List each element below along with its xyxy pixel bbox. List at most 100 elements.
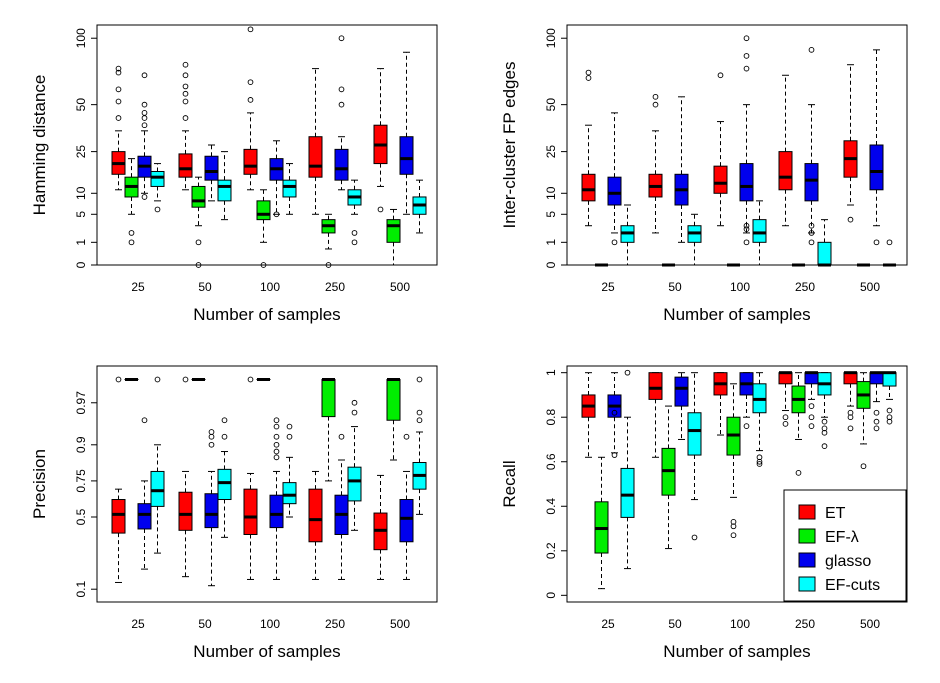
box-body [778,372,793,385]
box-body [243,148,258,175]
y-tick-label: 10 [74,186,88,200]
legend-item-ET: ET [798,504,846,522]
outlier-point [611,239,618,246]
box-body [282,482,297,505]
outlier-point [351,409,358,416]
outlier-point [743,423,750,429]
box-EF-lambda-50 [661,405,676,550]
outlier-point [247,79,254,86]
panel-recall: 0 0.2 0.4 0.6 0.8 1 Recall 25 50 100 250 500 Number … [500,365,908,661]
outlier-point [611,409,618,416]
box-body [817,241,832,266]
outlier-point [743,226,750,232]
x-tick-label: 100 [260,617,280,631]
outlier-point [115,115,122,121]
outlier-point [821,418,828,425]
outlier-point [847,216,854,223]
box-EF-lambda-500 [386,377,401,461]
box-body [204,493,219,529]
box-ET-25 [581,69,596,227]
legend-swatch [798,528,816,544]
box-body [620,467,635,518]
y-tick-label: 0.4 [544,498,558,515]
outlier-point [730,518,737,525]
outlier-point [128,239,135,246]
box-body [713,165,728,194]
box-glasso-50 [674,96,689,243]
box-body [256,200,271,221]
box-ET-25 [111,65,126,191]
y-axis-title: Recall [500,460,519,507]
outlier-point [221,417,228,424]
outlier-point [847,409,854,416]
outlier-point [182,83,189,90]
y-tick-label: 0.6 [544,453,558,470]
x-axis-title: Number of samples [663,642,810,661]
box-EF-cuts-500 [882,239,897,267]
box-EF-cuts-250 [817,372,832,450]
y-tick-label: 1 [544,239,558,246]
box-glasso-100 [269,417,284,580]
outlier-point [141,101,148,108]
box-glasso-500 [399,51,414,215]
outlier-point [808,403,815,409]
box-EF-cuts-250 [817,219,832,267]
box-body [178,491,193,531]
y-tick-label: 0 [544,261,558,268]
outlier-point [585,75,592,81]
box-EF-lambda-500 [386,208,401,266]
box-ET-100 [713,72,728,227]
x-tick-label: 500 [860,280,880,294]
box-EF-lambda-100 [726,383,741,539]
y-axis-title: Hamming distance [30,75,49,216]
outlier-point [886,239,893,246]
box-body [308,488,323,543]
y-tick-label: 0 [74,261,88,268]
box-EF-cuts-50 [217,151,232,221]
outlier-point [873,239,880,246]
box-glasso-500 [869,49,884,246]
x-tick-label: 100 [730,280,750,294]
outlier-point [808,239,815,246]
box-glasso-250 [334,433,349,580]
outlier-point [873,425,880,432]
outlier-point [808,423,815,429]
x-tick-label: 500 [390,617,410,631]
outlier-point [416,376,423,383]
y-tick-label: 5 [544,211,558,218]
box-body [843,372,858,385]
y-tick-label: 50 [544,98,558,112]
box-body [882,372,897,387]
outlier-point [195,262,202,268]
outlier-point [351,239,358,246]
box-ET-500 [843,371,858,432]
box-EF-lambda-25 [594,456,609,590]
outlier-point [182,115,189,121]
box-body [739,163,754,202]
box-glasso-100 [739,372,754,429]
outlier-point [260,262,267,268]
box-body [804,372,819,385]
y-tick-label: 25 [544,145,558,159]
box-EF-cuts-500 [412,179,427,234]
outlier-point [756,454,763,461]
box-ET-25 [581,372,596,458]
box-body [752,219,767,243]
box-glasso-50 [204,144,219,202]
box-EF-cuts-50 [687,213,702,266]
outlier-point [847,425,854,432]
box-ET-50 [178,376,193,578]
outlier-point [115,98,122,105]
panel-fpedges: 0 1 5 10 25 50 100 Inter-cluster FP edges 25 50 10… [500,24,908,324]
box-glasso-100 [269,140,284,218]
outlier-point [795,470,802,476]
y-tick-label: 0.9 [74,436,88,453]
panel-precision: 0.1 0.5 0.75 0.9 0.97 Precision 25 50 100 250 500 N… [30,365,438,661]
outlier-point [377,206,384,213]
y-tick-label: 1 [544,369,558,376]
outlier-point [141,115,148,121]
box-body [386,378,401,421]
box-EF-cuts-100 [752,200,767,266]
outlier-point [782,414,789,421]
box-EF-cuts-25 [620,369,635,570]
